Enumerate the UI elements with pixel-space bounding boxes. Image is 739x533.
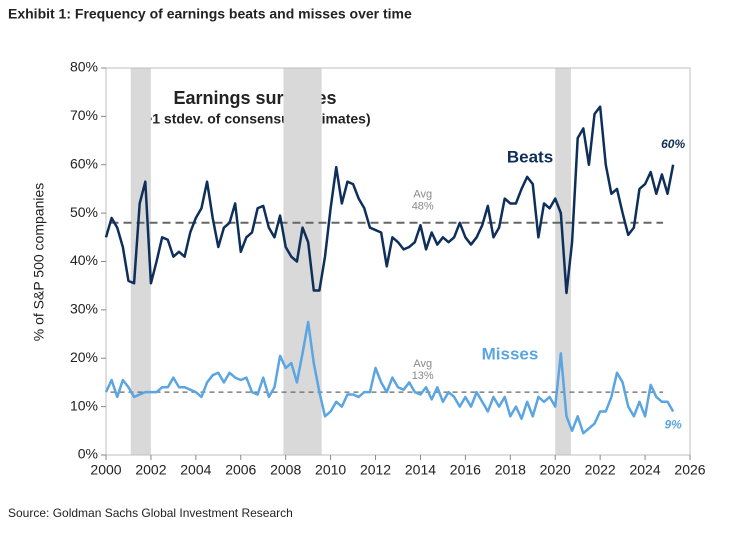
y-tick-label: 60% bbox=[70, 155, 98, 171]
x-tick-label: 2026 bbox=[674, 462, 705, 478]
x-tick-label: 2018 bbox=[495, 462, 526, 478]
x-tick-label: 2006 bbox=[225, 462, 256, 478]
x-tick-label: 2012 bbox=[360, 462, 391, 478]
average-label: Avg bbox=[413, 189, 432, 201]
series-line bbox=[104, 105, 675, 295]
y-axis-label: % of S&P 500 companies bbox=[31, 183, 47, 342]
y-tick-label: 70% bbox=[70, 107, 98, 123]
x-tick-label: 2010 bbox=[315, 462, 346, 478]
source: Source: Goldman Sachs Global Investment … bbox=[8, 506, 293, 520]
recession-band bbox=[130, 68, 151, 455]
x-tick-label: 2020 bbox=[540, 462, 571, 478]
x-tick-label: 2014 bbox=[405, 462, 436, 478]
y-tick-label: 30% bbox=[70, 301, 98, 317]
x-tick-label: 2024 bbox=[629, 462, 660, 478]
x-tick-label: 2016 bbox=[450, 462, 481, 478]
inner-subtitle: (>1 stdev. of consensus estimates) bbox=[139, 111, 370, 127]
recession-band bbox=[283, 68, 322, 455]
y-tick-label: 0% bbox=[78, 446, 98, 462]
x-tick-label: 2022 bbox=[585, 462, 616, 478]
chart-title: Exhibit 1: Frequency of earnings beats a… bbox=[8, 6, 412, 22]
x-tick-label: 2002 bbox=[135, 462, 166, 478]
series-label: Beats bbox=[507, 147, 553, 166]
end-label: 9% bbox=[664, 418, 682, 432]
average-label: Avg bbox=[413, 358, 432, 370]
end-label: 60% bbox=[661, 137, 685, 151]
x-tick-label: 2004 bbox=[180, 462, 211, 478]
series-label: Misses bbox=[482, 344, 539, 363]
average-label: 48% bbox=[412, 201, 434, 213]
x-tick-label: 2000 bbox=[90, 462, 121, 478]
x-tick-label: 2008 bbox=[270, 462, 301, 478]
y-tick-label: 10% bbox=[70, 397, 98, 413]
y-tick-label: 50% bbox=[70, 204, 98, 220]
y-tick-label: 40% bbox=[70, 252, 98, 268]
y-tick-label: 80% bbox=[70, 59, 98, 75]
y-tick-label: 20% bbox=[70, 349, 98, 365]
average-label: 13% bbox=[412, 370, 434, 382]
series-line bbox=[104, 320, 675, 435]
